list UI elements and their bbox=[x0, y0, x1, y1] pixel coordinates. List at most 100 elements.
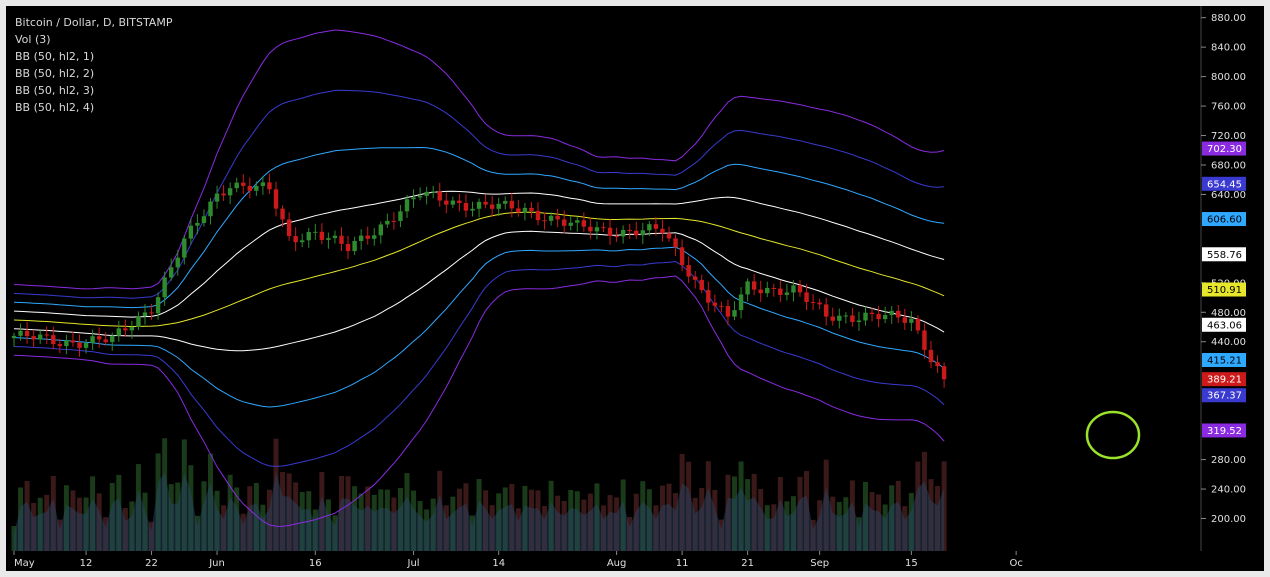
volume-bar bbox=[745, 479, 751, 551]
candle-body bbox=[745, 281, 750, 295]
candle-body bbox=[195, 222, 200, 226]
volume-bar bbox=[902, 506, 908, 551]
volume-bar bbox=[345, 476, 351, 551]
volume-bar bbox=[489, 505, 495, 551]
volume-bar bbox=[70, 490, 76, 551]
volume-bar bbox=[31, 502, 37, 551]
candle-body bbox=[123, 328, 128, 331]
volume-bar bbox=[162, 438, 168, 551]
bollinger-bands bbox=[13, 29, 945, 527]
highlight-circle bbox=[1085, 410, 1141, 460]
candle-body bbox=[856, 320, 862, 323]
legend-title: Bitcoin / Dollar, D, BITSTAMP bbox=[15, 16, 173, 29]
candle-body bbox=[234, 182, 239, 189]
y-tick-label: 760.00 bbox=[1211, 102, 1246, 113]
volume-bar bbox=[44, 494, 50, 551]
candle-body bbox=[110, 335, 115, 343]
candle-body bbox=[666, 233, 672, 239]
candle-body bbox=[169, 267, 174, 278]
volume-bar bbox=[142, 492, 148, 551]
volume-bar bbox=[240, 513, 246, 551]
candle-body bbox=[70, 340, 76, 343]
candle-body bbox=[784, 292, 790, 295]
volume-bar bbox=[908, 493, 914, 551]
candle-body bbox=[850, 315, 855, 323]
volume-bar bbox=[771, 504, 777, 551]
x-tick-label: 22 bbox=[145, 558, 158, 569]
candle-body bbox=[765, 287, 770, 294]
x-tick-label: 21 bbox=[741, 558, 754, 569]
volume-bar bbox=[876, 494, 882, 551]
volume-bar bbox=[18, 487, 24, 551]
volume-bar bbox=[843, 497, 849, 551]
y-tick-label: 880.00 bbox=[1211, 13, 1246, 24]
volume-bar bbox=[476, 479, 482, 551]
volume-bar bbox=[77, 497, 82, 551]
candle-body bbox=[293, 236, 298, 243]
volume-bar bbox=[528, 489, 534, 551]
candle-body bbox=[444, 200, 449, 205]
volume-bar bbox=[502, 487, 508, 551]
volume-bar bbox=[673, 493, 679, 551]
x-tick-label: Aug bbox=[607, 558, 627, 569]
volume-bar bbox=[280, 471, 286, 551]
candle-body bbox=[712, 302, 718, 306]
volume-bar bbox=[594, 483, 600, 551]
price-badge bbox=[1202, 352, 1246, 367]
candle-body bbox=[758, 289, 763, 294]
volume-bar bbox=[450, 496, 456, 551]
volume-bar bbox=[627, 517, 633, 551]
candle-body bbox=[889, 310, 894, 316]
volume-bar bbox=[266, 489, 272, 551]
volume-bar bbox=[221, 505, 227, 551]
candle-body bbox=[142, 312, 148, 317]
volume-bar bbox=[790, 496, 796, 551]
volume-ma-area bbox=[14, 472, 945, 551]
volume-bar bbox=[895, 480, 901, 551]
candle-body bbox=[18, 330, 23, 336]
candle-body bbox=[634, 230, 639, 236]
candle-body bbox=[90, 336, 95, 343]
candle-body bbox=[358, 235, 364, 241]
candle-body bbox=[182, 238, 187, 258]
candle-body bbox=[673, 238, 678, 248]
candle-body bbox=[575, 220, 580, 223]
volume-bar bbox=[633, 493, 639, 551]
volume-bar bbox=[122, 508, 128, 551]
bb-lower-3-line bbox=[13, 261, 945, 467]
plot-background bbox=[6, 6, 1201, 551]
volume-bar bbox=[732, 476, 737, 551]
volume-bar bbox=[692, 497, 698, 551]
volume-bar bbox=[319, 471, 325, 551]
candle-body bbox=[902, 317, 907, 323]
y-tick-label: 440.00 bbox=[1211, 337, 1246, 348]
candle-body bbox=[221, 193, 226, 196]
candle-body bbox=[627, 229, 632, 231]
bb-upper-1-line bbox=[13, 190, 945, 318]
volume-bar bbox=[247, 486, 253, 551]
candle-body bbox=[922, 330, 927, 350]
volume-bar bbox=[378, 489, 384, 551]
candle-body bbox=[594, 227, 600, 232]
candle-body bbox=[896, 310, 901, 318]
candle-body bbox=[863, 312, 868, 321]
bb-lower-4-line bbox=[13, 275, 945, 527]
candle-body bbox=[417, 195, 423, 198]
candle-body bbox=[247, 185, 252, 191]
price-badge-label: 510.91 bbox=[1207, 285, 1242, 296]
price-chart[interactable]: 200.00240.00280.00440.00480.00520.00640.… bbox=[6, 6, 1264, 571]
volume-bar bbox=[424, 509, 430, 551]
volume-bar bbox=[149, 521, 155, 551]
volume-area bbox=[14, 472, 945, 551]
candle-body bbox=[424, 191, 429, 196]
volume-bar bbox=[24, 481, 30, 551]
volume-bar bbox=[332, 515, 338, 551]
candle-body bbox=[686, 265, 691, 277]
candle-body bbox=[227, 188, 233, 196]
volume-bar bbox=[96, 493, 102, 551]
candle-body bbox=[286, 219, 292, 237]
price-badge bbox=[1202, 317, 1246, 332]
volume-bar bbox=[921, 451, 927, 551]
candle-body bbox=[817, 302, 822, 305]
